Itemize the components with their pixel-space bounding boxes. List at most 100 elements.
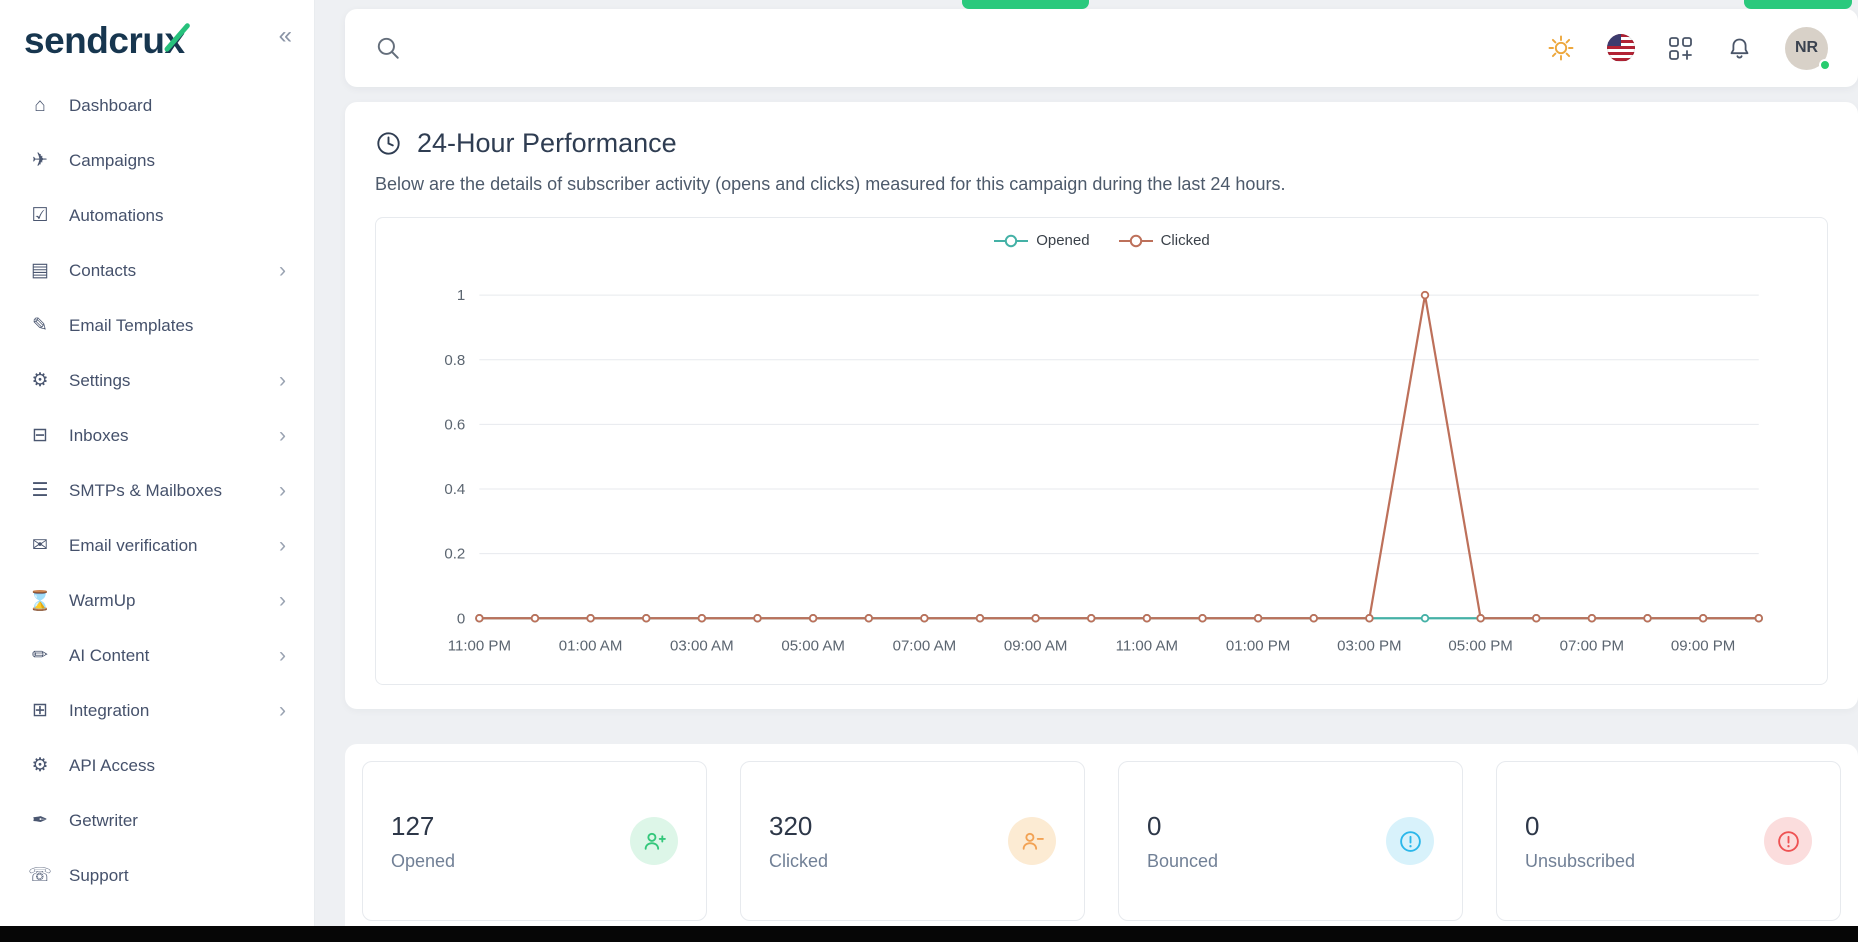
chart-data-point	[1698, 614, 1708, 623]
x-axis-tick-label: 01:00 AM	[559, 637, 623, 654]
legend-item-opened[interactable]: Opened	[993, 232, 1090, 249]
user-minus-icon	[1008, 817, 1056, 865]
x-axis-tick-label: 11:00 AM	[1116, 637, 1178, 654]
chart-data-point	[808, 614, 818, 623]
mail-check-icon: ✉	[32, 535, 48, 556]
sidebar-item-label: Dashboard	[69, 95, 153, 115]
topbar: NR	[345, 9, 1858, 87]
app-logo[interactable]: sendcrux	[24, 20, 185, 62]
x-axis-tick-label: 11:00 PM	[448, 637, 511, 654]
chart-data-point	[1142, 614, 1152, 623]
chevron-right-icon: ›	[279, 534, 286, 557]
stats-section: 127 Opened 320 Clicked	[345, 744, 1858, 938]
sidebar-item-email-templates[interactable]: ✎ Email Templates	[0, 298, 314, 353]
stat-value: 127	[391, 810, 435, 841]
stat-label: Opened	[391, 850, 456, 871]
sidebar-item-smtps-mailboxes[interactable]: ☰ SMTPs & Mailboxes ›	[0, 463, 314, 518]
sidebar-item-dashboard[interactable]: ⌂ Dashboard	[0, 78, 314, 133]
cutoff-green-button-left[interactable]	[962, 0, 1089, 9]
theme-toggle-button[interactable]	[1543, 30, 1579, 66]
sidebar-item-label: Support	[69, 865, 129, 885]
chevron-right-icon: ›	[279, 644, 286, 667]
online-status-dot	[1819, 58, 1831, 71]
stat-label: Bounced	[1147, 850, 1219, 871]
sidebar-item-label: Integration	[69, 700, 150, 720]
stat-card-opened: 127 Opened	[362, 761, 707, 921]
cutoff-green-button-right[interactable]	[1744, 0, 1852, 9]
contacts-icon: ▤	[31, 260, 49, 281]
sidebar-item-inboxes[interactable]: ⊟ Inboxes ›	[0, 408, 314, 463]
us-flag-icon	[1607, 34, 1635, 62]
sidebar-item-integration[interactable]: ⊞ Integration ›	[0, 683, 314, 738]
chart-data-point	[864, 614, 873, 623]
y-axis-tick-label: 1	[457, 287, 465, 304]
sidebar-item-label: WarmUp	[69, 590, 136, 610]
chart-data-point	[1087, 614, 1096, 623]
x-axis-tick-label: 07:00 AM	[893, 637, 957, 654]
legend-item-clicked[interactable]: Clicked	[1118, 232, 1210, 249]
chart-data-point	[1476, 614, 1485, 623]
integration-icon: ⊞	[32, 700, 48, 721]
stat-label: Unsubscribed	[1525, 850, 1636, 871]
chart-data-point	[975, 614, 985, 623]
chart-data-point	[1532, 614, 1541, 623]
server-icon: ☰	[31, 480, 49, 501]
chevron-right-icon: ›	[279, 369, 286, 392]
y-axis-tick-label: 0.2	[444, 546, 465, 563]
sidebar-item-campaigns[interactable]: ✈ Campaigns	[0, 133, 314, 188]
apps-button[interactable]	[1663, 31, 1698, 66]
sidebar-item-warmup[interactable]: ⌛ WarmUp ›	[0, 573, 314, 628]
sidebar-item-label: Email Templates	[69, 315, 194, 335]
x-axis-tick-label: 07:00 PM	[1560, 637, 1624, 654]
stat-card-unsubscribed: 0 Unsubscribed	[1496, 761, 1841, 921]
avatar-initials: NR	[1794, 39, 1819, 56]
y-axis-tick-label: 0.8	[444, 352, 465, 369]
sidebar-item-contacts[interactable]: ▤ Contacts ›	[0, 243, 314, 298]
sidebar-collapse-button[interactable]: «	[278, 22, 292, 49]
page-title: 24-Hour Performance	[417, 128, 677, 158]
x-axis-tick-label: 05:00 PM	[1448, 637, 1512, 654]
stat-label: Clicked	[769, 850, 829, 871]
sidebar-item-email-verification[interactable]: ✉ Email verification ›	[0, 518, 314, 573]
performance-chart: 0 0.2 0.4 0.6 0.8 1 11:00 PM 01:00 AM 03:00 AM 05…	[444, 287, 1763, 654]
sidebar-item-automations[interactable]: ☑ Automations	[0, 188, 314, 243]
y-axis-tick-label: 0.4	[444, 481, 465, 498]
alert-circle-icon	[1764, 817, 1812, 865]
notifications-button[interactable]	[1722, 31, 1757, 66]
sidebar-item-support[interactable]: ☏ Support	[0, 848, 314, 903]
api-gear-icon: ⚙	[31, 755, 49, 776]
x-axis-tick-label: 01:00 PM	[1226, 637, 1290, 654]
headset-icon: ☏	[28, 865, 52, 886]
chart-data-point	[1754, 614, 1763, 623]
sidebar-item-getwriter[interactable]: ✒ Getwriter	[0, 793, 314, 848]
sidebar-item-api-access[interactable]: ⚙ API Access	[0, 738, 314, 793]
avatar-button[interactable]: NR	[1781, 23, 1832, 74]
sidebar-nav: ⌂ Dashboard ✈ Campaigns ☑ Automations ▤ Contact…	[0, 78, 314, 903]
x-axis-tick-label: 03:00 AM	[670, 637, 734, 654]
performance-card: 24-Hour Performance Below are the detail…	[345, 102, 1858, 709]
logo-text: sendcru	[24, 20, 165, 61]
sidebar-item-settings[interactable]: ⚙ Settings ›	[0, 353, 314, 408]
search-icon	[377, 37, 399, 59]
language-button[interactable]	[1603, 30, 1639, 66]
chart-data-point	[1643, 614, 1652, 623]
performance-description: Below are the details of subscriber acti…	[375, 174, 1286, 194]
sidebar-item-label: Inboxes	[69, 425, 129, 445]
sidebar-item-ai-content[interactable]: ✏ AI Content ›	[0, 628, 314, 683]
sidebar-item-label: API Access	[69, 755, 155, 775]
sidebar-item-label: Getwriter	[69, 810, 138, 830]
chart-data-point	[475, 614, 484, 623]
chart-data-point	[1365, 614, 1374, 623]
chart-data-point	[586, 614, 595, 623]
chevron-right-icon: ›	[279, 479, 286, 502]
sidebar-item-label: Email verification	[69, 535, 198, 555]
search-button[interactable]	[371, 31, 405, 65]
chart-legend: Opened Clicked	[384, 232, 1819, 249]
chart-area: 0 0.2 0.4 0.6 0.8 1 11:00 PM 01:00 AM 03:00 AM 05…	[384, 255, 1819, 658]
avatar: NR	[1785, 26, 1831, 71]
stat-value: 0	[1525, 810, 1540, 841]
x-axis-tick-label: 09:00 PM	[1671, 637, 1735, 654]
sidebar-item-label: Settings	[69, 370, 131, 390]
stat-value: 320	[769, 810, 813, 841]
chevron-right-icon: ›	[279, 699, 286, 722]
